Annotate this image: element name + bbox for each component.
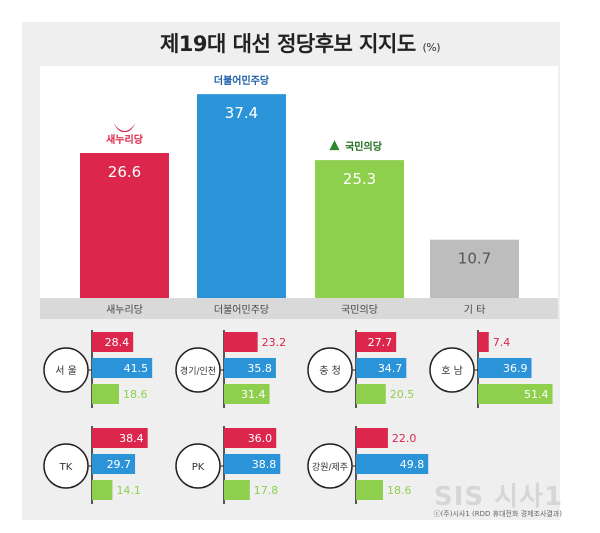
bar-value-label-0: 26.6 [108, 163, 141, 181]
region-name-2: 충 청 [319, 365, 341, 377]
region-bar-1-1 [224, 358, 276, 378]
region-bar-6-1 [356, 454, 429, 474]
region-circle-5 [175, 443, 221, 489]
bar-2 [315, 160, 404, 298]
category-label-2: 국민의당 [341, 304, 378, 316]
region-bar-5-2 [224, 480, 250, 500]
region-value-6-1: 49.8 [400, 458, 425, 471]
region-bar-1-0 [224, 332, 258, 352]
region-bar-6-0 [356, 428, 388, 448]
region-value-3-2: 51.4 [524, 388, 549, 401]
region-circle-3 [429, 347, 475, 393]
region-value-2-1: 34.7 [378, 362, 403, 375]
bar-value-label-2: 25.3 [343, 170, 376, 188]
region-value-4-0: 38.4 [119, 432, 144, 445]
category-label-1: 더불어민주당 [214, 304, 269, 316]
region-bar-2-1 [356, 358, 407, 378]
region-bar-5-0 [224, 428, 277, 448]
region-circle-2 [307, 347, 353, 393]
region-value-4-2: 14.1 [116, 484, 141, 497]
region-value-2-0: 27.7 [368, 336, 393, 349]
region-value-0-1: 41.5 [124, 362, 149, 375]
region-name-6: 강원/제주 [312, 462, 348, 473]
region-name-1: 경기/인천 [180, 365, 216, 377]
region-bar-4-0 [92, 428, 148, 448]
region-circle-0 [43, 347, 89, 393]
bar-value-label-1: 37.4 [225, 104, 258, 122]
region-value-0-2: 18.6 [123, 388, 148, 401]
region-value-6-0: 22.0 [392, 432, 417, 445]
bar-value-label-3: 10.7 [458, 250, 491, 268]
region-circle-6 [307, 443, 353, 489]
bar-3 [430, 239, 519, 298]
region-value-1-1: 35.8 [247, 362, 272, 375]
region-value-5-2: 17.8 [254, 484, 279, 497]
region-bar-5-1 [224, 454, 281, 474]
region-bar-2-2 [356, 384, 386, 404]
region-bar-6-2 [356, 480, 383, 500]
region-value-2-2: 20.5 [390, 388, 415, 401]
region-bar-3-2 [478, 384, 553, 404]
region-value-4-1: 29.7 [107, 458, 132, 471]
region-name-4: TK [59, 462, 73, 473]
region-bar-1-2 [224, 384, 270, 404]
region-value-1-0: 23.2 [262, 336, 287, 349]
region-value-5-0: 36.0 [248, 432, 273, 445]
region-bar-0-0 [92, 332, 134, 352]
region-bar-0-2 [92, 384, 119, 404]
category-label-3: 기 타 [464, 304, 486, 316]
saenuri-logo-icon [113, 123, 136, 133]
region-value-3-0: 7.4 [493, 336, 511, 349]
category-strip [40, 298, 558, 319]
party-logo-text-0: 새누리당 [106, 133, 144, 146]
region-bar-2-0 [356, 332, 397, 352]
watermark-logo: SIS 시사1 [434, 482, 564, 512]
region-name-3: 호 남 [441, 365, 463, 377]
region-bar-4-1 [92, 454, 136, 474]
source-note: ⓒ(주)시사1 (RDD 휴대전화 경제조사결과) [433, 510, 562, 518]
bar-1 [197, 94, 286, 298]
region-bar-4-2 [92, 480, 113, 500]
chart-title: 제19대 대선 정당후보 지지도 (%) [0, 28, 600, 58]
region-circle-1 [175, 347, 221, 393]
region-bar-3-1 [478, 358, 532, 378]
region-value-3-1: 36.9 [503, 362, 528, 375]
region-value-6-2: 18.6 [387, 484, 412, 497]
party-logo-text-1: 더불어민주당 [214, 74, 270, 87]
region-circle-4 [43, 443, 89, 489]
title-text: 제19대 대선 정당후보 지지도 [159, 32, 416, 56]
region-value-1-2: 31.4 [241, 388, 266, 401]
category-label-0: 새누리당 [106, 304, 143, 316]
bar-0 [80, 153, 169, 298]
region-name-5: PK [192, 462, 205, 473]
party-logo-text-2: 국민의당 [345, 140, 383, 153]
region-value-5-1: 38.8 [252, 458, 277, 471]
region-name-0: 서 울 [55, 365, 77, 377]
region-bar-0-1 [92, 358, 153, 378]
title-unit: (%) [422, 41, 441, 54]
region-value-0-0: 28.4 [105, 336, 130, 349]
region-bar-3-0 [478, 332, 489, 352]
peoples-party-logo-icon [329, 140, 340, 151]
